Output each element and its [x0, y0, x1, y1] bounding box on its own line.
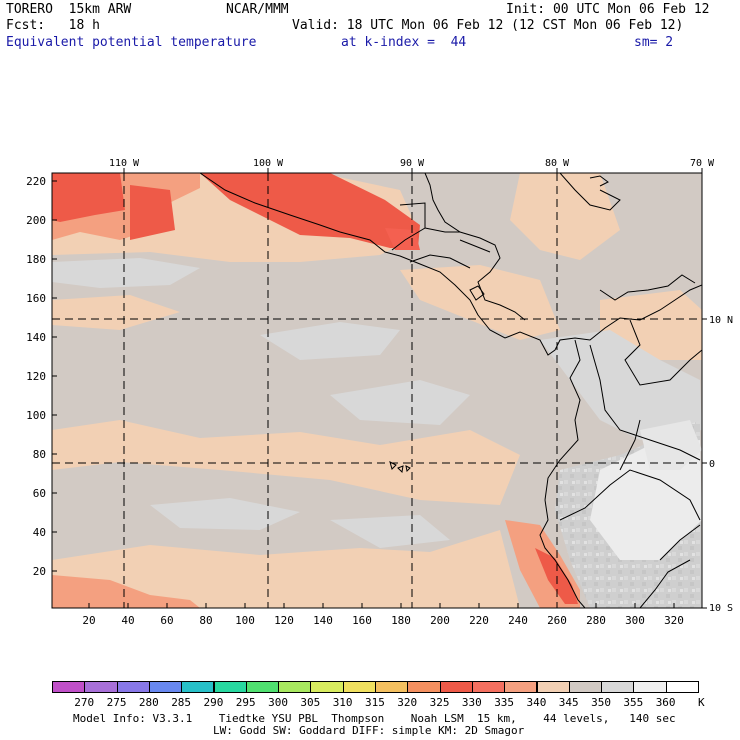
colorbar-swatch: [536, 681, 570, 693]
axis-ticks: [52, 168, 707, 609]
colorbar-swatch: [116, 681, 150, 693]
colorbar-label: 345: [558, 696, 579, 709]
lon-label: 90 W: [400, 158, 425, 169]
colorbar-label: 280: [138, 696, 159, 709]
colorbar-label: 350: [591, 696, 611, 709]
model-name: TORERO 15km ARW: [6, 2, 132, 17]
field-name: Equivalent potential temperature: [6, 35, 257, 50]
lon-label: 100 W: [253, 158, 284, 169]
smoothing: sm= 2: [634, 35, 674, 50]
y-tick-label: 20: [33, 565, 46, 578]
valid-time: Valid: 18 UTC Mon 06 Feb 12 (12 CST Mon …: [292, 18, 684, 33]
model-info: Model Info: V3.3.1 Tiedtke YSU PBL Thomp…: [73, 712, 676, 725]
lat-labels: 10 N 0 10 S: [709, 315, 733, 614]
colorbar-label: 340: [526, 696, 547, 709]
theta-e-map: 110 W 100 W 90 W 80 W 70 W 10 N 0 10 S 2…: [26, 158, 733, 627]
map-frame: [51, 172, 703, 609]
colorbar-label: 290: [203, 696, 224, 709]
x-tick-label: 60: [160, 614, 173, 627]
x-tick-label: 20: [82, 614, 95, 627]
colorbar-swatch: [471, 681, 506, 693]
x-tick-label: 160: [352, 614, 372, 627]
colorbar-label: 300: [268, 696, 288, 709]
colorbar-swatch: [665, 681, 699, 693]
colorbar-swatch: [52, 681, 86, 693]
y-tick-label: 180: [26, 253, 46, 266]
y-tick-label: 100: [26, 409, 46, 422]
lon-label: 70 W: [690, 158, 715, 169]
colorbar-label: 325: [429, 696, 450, 709]
colorbar-swatch: [568, 681, 603, 693]
x-tick-label: 40: [121, 614, 134, 627]
colorbar-unit: K: [698, 696, 705, 709]
colorbar-label: 270: [74, 696, 95, 709]
y-tick-label: 40: [33, 526, 46, 539]
colorbar-swatch: [310, 681, 344, 693]
colorbar-label: 315: [365, 696, 385, 709]
x-tick-label: 200: [430, 614, 450, 627]
x-tick-label: 220: [469, 614, 489, 627]
forecast-hour: Fcst: 18 h: [6, 18, 100, 33]
colorbar-swatch: [504, 681, 538, 693]
colorbar-label: 320: [397, 696, 418, 709]
colorbar-label: 355: [623, 696, 644, 709]
colorbar-swatch: [633, 681, 667, 693]
physics-info: LW: Godd SW: Goddard DIFF: simple KM: 2D…: [213, 724, 525, 737]
colorbar-swatch: [245, 681, 280, 693]
colorbar-swatch: [375, 681, 409, 693]
x-tick-label: 320: [664, 614, 684, 627]
y-tick-label: 60: [33, 487, 46, 500]
colorbar-swatch: [278, 681, 312, 693]
x-tick-label: 240: [508, 614, 528, 627]
x-tick-label: 80: [199, 614, 212, 627]
lon-label: 80 W: [545, 158, 570, 169]
lat-label: 10 S: [709, 603, 733, 614]
colorbar-swatch: [439, 681, 473, 693]
colorbar-swatch: [84, 681, 118, 693]
colorbar-swatch: [601, 681, 635, 693]
lon-labels: 110 W 100 W 90 W 80 W 70 W: [109, 158, 715, 169]
colorbar-swatch: [181, 681, 215, 693]
colorbar-label: 295: [235, 696, 256, 709]
x-tick-labels: 20 40 60 80 100 120 140 160 180 200 220 …: [82, 614, 684, 627]
level-index: at k-index = 44: [341, 35, 467, 50]
y-tick-label: 220: [26, 175, 46, 188]
x-tick-label: 100: [235, 614, 255, 627]
x-tick-label: 260: [547, 614, 567, 627]
x-tick-label: 120: [274, 614, 294, 627]
colorbar-swatch: [407, 681, 441, 693]
y-tick-label: 160: [26, 292, 46, 305]
colorbar-swatch: [148, 681, 183, 693]
y-tick-label: 200: [26, 214, 46, 227]
colorbar-swatch: [342, 681, 376, 693]
colorbar-label: 275: [106, 696, 127, 709]
colorbar-label: 360: [655, 696, 676, 709]
colorbar-label: 285: [171, 696, 192, 709]
colorbar-label: 335: [494, 696, 515, 709]
center-name: NCAR/MMM: [226, 2, 289, 17]
lat-label: 10 N: [709, 315, 733, 326]
field-shading: [52, 173, 702, 608]
colorbar-label: 310: [332, 696, 353, 709]
x-tick-label: 140: [313, 614, 333, 627]
colorbar-swatch: [213, 681, 247, 693]
x-tick-label: 300: [625, 614, 645, 627]
lat-lon-grid: [52, 173, 702, 608]
coastlines: [199, 173, 702, 608]
x-tick-label: 180: [391, 614, 411, 627]
lon-label: 110 W: [109, 158, 140, 169]
colorbar-label: 330: [461, 696, 482, 709]
y-tick-label: 80: [33, 448, 46, 461]
lat-label: 0: [709, 459, 715, 470]
init-time: Init: 00 UTC Mon 06 Feb 12: [506, 2, 710, 17]
y-tick-labels: 220 200 180 160 140 120 100 80 60 40 20: [26, 175, 46, 578]
x-tick-label: 280: [586, 614, 606, 627]
colorbar-label: 305: [300, 696, 321, 709]
y-tick-label: 140: [26, 331, 46, 344]
y-tick-label: 120: [26, 370, 46, 383]
